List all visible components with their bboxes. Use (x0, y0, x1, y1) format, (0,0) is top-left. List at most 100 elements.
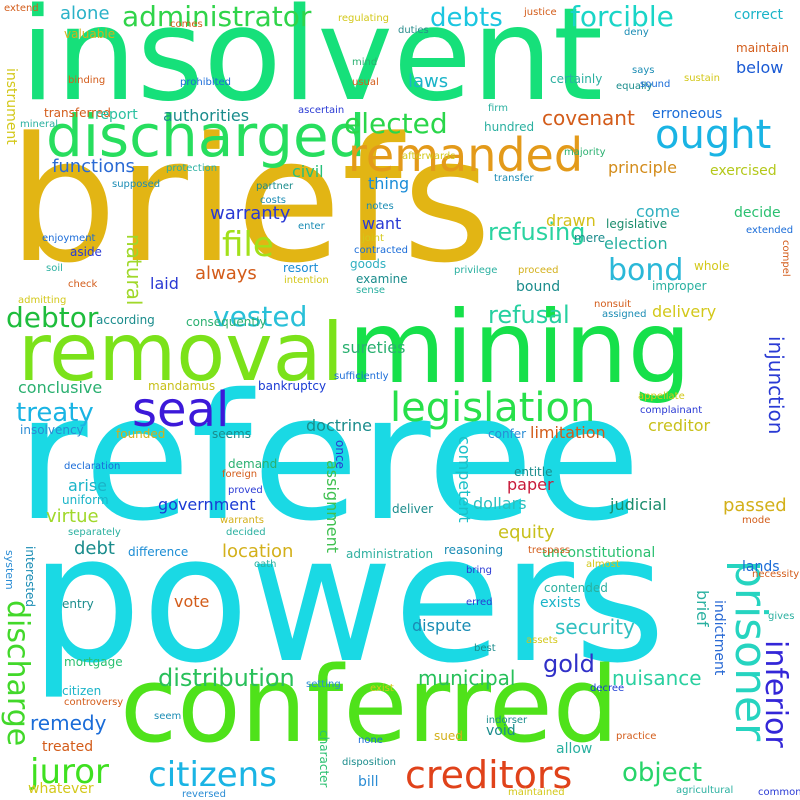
cloud-word: void (486, 723, 516, 739)
cloud-word: exercised (710, 163, 777, 179)
cloud-word: briefs (8, 100, 492, 301)
cloud-word: bound (516, 279, 561, 295)
cloud-word: nuisance (612, 666, 702, 690)
cloud-word: proved (228, 485, 263, 496)
cloud-word: equally (616, 81, 653, 92)
cloud-word: certainly (550, 72, 603, 86)
cloud-word: equity (498, 522, 555, 543)
cloud-word: below (736, 58, 784, 77)
cloud-word: ascertain (298, 105, 345, 116)
cloud-word: exist (370, 683, 394, 694)
cloud-word: authorities (163, 106, 250, 125)
cloud-word: laws (408, 71, 449, 92)
cloud-word: best (474, 643, 496, 654)
cloud-word: deliver (392, 502, 434, 516)
cloud-word: legislation (390, 385, 596, 431)
cloud-word: partner (256, 181, 294, 192)
cloud-word: security (555, 615, 635, 639)
cloud-word: transfer (494, 173, 534, 184)
cloud-word: gold (543, 650, 595, 678)
cloud-word: conferred (120, 644, 619, 766)
cloud-word: gives (768, 611, 795, 622)
cloud-word: assigned (602, 309, 647, 320)
cloud-word: election (604, 234, 668, 253)
cloud-word: trespass (528, 545, 571, 556)
cloud-word: sound (640, 79, 671, 90)
cloud-word: none (358, 735, 383, 746)
cloud-word: aside (70, 245, 102, 259)
cloud-word: arise (68, 476, 108, 495)
cloud-word: location (222, 541, 294, 562)
cloud-word: mining (348, 289, 692, 406)
cloud-word: assignment (323, 460, 342, 554)
cloud-word: legislative (606, 217, 668, 231)
cloud-word: assets (526, 635, 558, 646)
cloud-word: notes (366, 201, 394, 212)
cloud-word: delivery (652, 302, 717, 321)
cloud-word: removal (18, 306, 344, 399)
cloud-word: mind (352, 57, 378, 68)
cloud-word: firm (488, 103, 508, 114)
cloud-word: resort (283, 261, 319, 275)
cloud-word: lands (742, 559, 780, 575)
cloud-word: distribution (158, 664, 295, 692)
cloud-word: afterwards (402, 151, 456, 162)
cloud-word: decide (734, 205, 781, 221)
cloud-word: maintain (736, 41, 789, 55)
cloud-word: judicial (610, 495, 667, 514)
cloud-word: citizen (62, 684, 102, 698)
cloud-word: unconstitutional (542, 545, 656, 561)
cloud-word: supposed (112, 179, 161, 190)
cloud-word: appellate (638, 391, 685, 402)
cloud-word: discharged (46, 102, 366, 170)
cloud-word: sureties (342, 338, 406, 357)
cloud-word: oath (254, 559, 277, 570)
cloud-word: setting (306, 679, 341, 690)
cloud-word: dispute (412, 616, 472, 635)
cloud-word: contracted (354, 245, 409, 256)
cloud-word: comes (170, 19, 203, 30)
cloud-word: demand (228, 457, 278, 471)
cloud-word: mode (742, 515, 771, 526)
cloud-word: indictment (711, 600, 727, 676)
cloud-word: conclusive (18, 378, 103, 397)
cloud-word: refusal (488, 301, 570, 329)
cloud-word: come (636, 202, 681, 221)
cloud-word: remanded (348, 128, 584, 182)
cloud-word: improper (652, 279, 707, 293)
cloud-word: extend (4, 3, 39, 14)
cloud-word: brief (693, 590, 712, 627)
cloud-word: whole (694, 259, 730, 273)
cloud-word: mortgage (64, 655, 123, 669)
cloud-word: instrument (3, 68, 19, 145)
cloud-word: joint (362, 233, 384, 244)
cloud-word: ought (655, 112, 772, 158)
cloud-word: duties (398, 25, 429, 36)
cloud-word: want (362, 214, 402, 233)
cloud-word: bond (608, 253, 684, 288)
cloud-word: treaty (16, 398, 94, 428)
cloud-word: sense (356, 285, 386, 296)
cloud-word: powers (30, 497, 666, 702)
cloud-word: system (3, 550, 16, 590)
cloud-word: file (222, 225, 274, 265)
cloud-word: paper (507, 475, 554, 494)
cloud-word: injunction (764, 336, 788, 435)
cloud-word: covenant (542, 106, 635, 130)
cloud-word: drawn (546, 211, 596, 230)
cloud-word: seal (132, 382, 230, 438)
cloud-word: reversed (182, 789, 226, 800)
cloud-word: agricultural (676, 785, 734, 796)
cloud-word: sustain (684, 73, 720, 84)
cloud-word: municipal (418, 666, 516, 690)
cloud-word: whatever (28, 781, 94, 797)
cloud-word: separately (68, 527, 121, 538)
cloud-word: nonsuit (594, 299, 632, 310)
cloud-word: seems (212, 427, 251, 441)
cloud-word: prohibited (180, 77, 232, 88)
cloud-word: prisoner (725, 560, 776, 742)
cloud-word: exists (540, 595, 581, 611)
cloud-word: protection (166, 163, 218, 174)
cloud-word: forcible (570, 0, 674, 33)
